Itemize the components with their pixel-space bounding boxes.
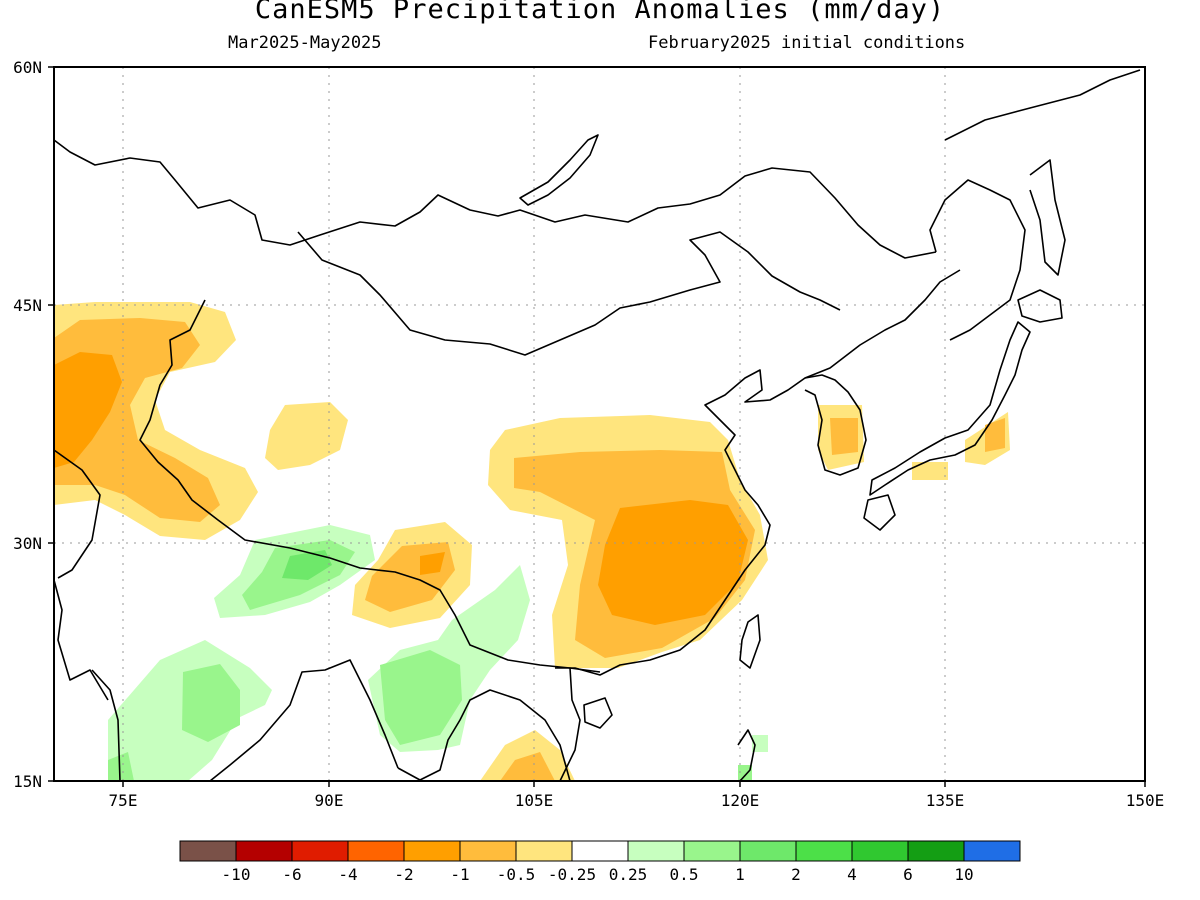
- border-line: [297, 231, 841, 356]
- colorbar-label: -0.5: [497, 865, 536, 884]
- island: [583, 697, 613, 729]
- latitude-labels: 15N 30N 45N 60N: [13, 58, 42, 791]
- lon-label: 120E: [721, 791, 760, 810]
- lat-label: 15N: [13, 772, 42, 791]
- colorbar-label: 10: [954, 865, 973, 884]
- colorbar-swatch: [571, 840, 629, 862]
- lon-label: 75E: [109, 791, 138, 810]
- colorbar-swatch: [795, 840, 853, 862]
- lat-label: 45N: [13, 296, 42, 315]
- coast-line: [91, 669, 121, 781]
- lat-label: 60N: [13, 58, 42, 77]
- lake: [519, 134, 599, 206]
- border-line: [54, 449, 101, 579]
- border-line: [139, 299, 601, 673]
- initial-conditions: February2025 initial conditions: [648, 33, 966, 53]
- lon-label: 135E: [926, 791, 965, 810]
- colorbar-legend: -10 -6 -4 -2 -1 -0.5 -0.25 0.25 0.5 1 2 4 6 10: [179, 840, 1021, 884]
- colorbar-label: 2: [791, 865, 801, 884]
- anomaly-region: [380, 650, 462, 745]
- colorbar-swatch: [739, 840, 797, 862]
- coast-line: [559, 667, 581, 781]
- colorbar-swatch: [851, 840, 909, 862]
- colorbar-swatch: [403, 840, 461, 862]
- island: [1017, 289, 1063, 323]
- anomaly-region: [500, 752, 555, 781]
- lon-label: 150E: [1126, 791, 1165, 810]
- axis-ticks: [48, 66, 1146, 787]
- coast-line: [209, 659, 399, 781]
- colorbar-label: -10: [222, 865, 251, 884]
- colorbar-label: -1: [450, 865, 469, 884]
- colorbar-swatch: [907, 840, 965, 862]
- border-line: [54, 579, 109, 701]
- longitude-labels: 75E 90E 105E 120E 135E 150E: [109, 791, 1165, 810]
- colorbar-swatch: [179, 840, 237, 862]
- colorbar-label: -4: [338, 865, 357, 884]
- colorbar-label: 0.5: [670, 865, 699, 884]
- colorbar-swatch: [459, 840, 517, 862]
- anomaly-region: [108, 752, 134, 781]
- colorbar-label: 4: [847, 865, 857, 884]
- map-frame: [53, 66, 1146, 782]
- lon-label: 105E: [515, 791, 554, 810]
- colorbar-swatch: [347, 840, 405, 862]
- lat-label: 30N: [13, 534, 42, 553]
- colorbar-label: 6: [903, 865, 913, 884]
- colorbar-swatch: [291, 840, 349, 862]
- anomaly-shading: [54, 302, 1010, 781]
- gridlines: [54, 67, 1145, 781]
- anomaly-region: [598, 500, 748, 625]
- colorbar-label: -2: [394, 865, 413, 884]
- colorbar-swatch: [963, 840, 1021, 862]
- anomaly-region: [752, 735, 768, 752]
- colorbar-swatch: [683, 840, 741, 862]
- map-title: CanESM5 Precipitation Anomalies (mm/day): [254, 0, 946, 25]
- island: [739, 614, 761, 669]
- coast-line: [555, 269, 961, 676]
- anomaly-region: [265, 402, 348, 470]
- colorbar-label: 1: [735, 865, 745, 884]
- anomaly-region: [985, 418, 1005, 452]
- anomaly-region: [282, 550, 332, 580]
- coast-line: [397, 689, 571, 781]
- colorbar-label: 0.25: [609, 865, 648, 884]
- colorbar-swatch: [235, 840, 293, 862]
- colorbar-label: -6: [282, 865, 301, 884]
- coast-line: [944, 69, 1141, 141]
- island: [863, 494, 896, 531]
- colorbar-swatch: [627, 840, 685, 862]
- island: [869, 321, 1031, 496]
- coast-line: [1029, 159, 1066, 276]
- forecast-period: Mar2025-May2025: [228, 33, 382, 53]
- coast-line: [929, 179, 1026, 341]
- colorbar-label: -0.25: [548, 865, 596, 884]
- colorbar-swatch: [515, 840, 573, 862]
- island: [737, 729, 756, 781]
- anomaly-region: [480, 730, 575, 781]
- anomaly-region: [912, 462, 948, 480]
- anomaly-region: [182, 664, 240, 742]
- anomaly-region: [738, 765, 752, 781]
- anomaly-region: [54, 352, 122, 468]
- coast-line: [804, 374, 867, 476]
- anomaly-region: [830, 418, 858, 455]
- border-line: [54, 139, 937, 259]
- coastlines: [54, 69, 1141, 781]
- anomaly-region: [420, 552, 445, 575]
- lon-label: 90E: [315, 791, 344, 810]
